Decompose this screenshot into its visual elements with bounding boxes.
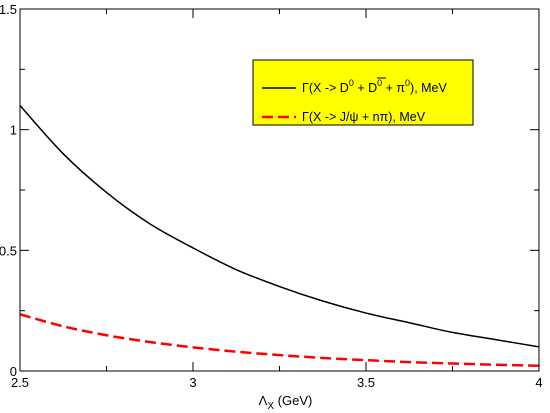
- x-tick-label: 4: [535, 375, 542, 390]
- legend-label-gamma: Γ: [302, 81, 309, 95]
- legend-box: [252, 59, 474, 126]
- legend-label-part-d: ), MeV: [410, 81, 447, 95]
- x-axis-title-unit: (GeV): [274, 393, 312, 408]
- x-axis-title-subscript: X: [267, 401, 274, 412]
- x-axis-title-symbol: Λ: [259, 393, 268, 408]
- x-tick-label: 3: [189, 375, 196, 390]
- x-axis-ticks: 2.5 3 3.5 4: [11, 9, 543, 390]
- x-axis-title: ΛX (GeV): [259, 393, 313, 412]
- y-tick-label: 1.5: [0, 2, 17, 17]
- legend-label-part-a: (X -> D: [309, 81, 349, 95]
- y-tick-label: 0: [10, 364, 17, 379]
- legend-label-decay-jpsi-npi: Γ(X -> J/ψ + nπ), MeV: [302, 110, 426, 124]
- legend-label-sup-a: 0: [349, 78, 354, 88]
- legend-label-decay-dd-pi: Γ(X -> D0 + D0 + π0), MeV: [302, 78, 448, 95]
- y-axis-ticks: 0 0.5 1 1.5: [0, 2, 539, 379]
- x-tick-label: 2.5: [11, 375, 29, 390]
- y-tick-label: 0.5: [0, 243, 17, 258]
- series-line-1: [19, 313, 540, 367]
- legend-label-gamma-2: Γ: [302, 110, 309, 124]
- series-line-0: [19, 105, 540, 348]
- legend-label-part-a-2: (X -> J/ψ + nπ), MeV: [309, 110, 426, 124]
- legend-label-sup-c: 0: [405, 78, 410, 88]
- legend-label-sup-b: 0: [377, 78, 382, 88]
- legend-label-part-b: + D: [354, 81, 377, 95]
- legend: Γ(X -> D0 + D0 + π0), MeV Γ(X -> J/ψ + n…: [252, 59, 474, 126]
- x-tick-label: 3.5: [357, 375, 375, 390]
- series-layer: [19, 105, 540, 367]
- legend-label-part-c: + π: [382, 81, 405, 95]
- y-tick-label: 1: [10, 123, 17, 138]
